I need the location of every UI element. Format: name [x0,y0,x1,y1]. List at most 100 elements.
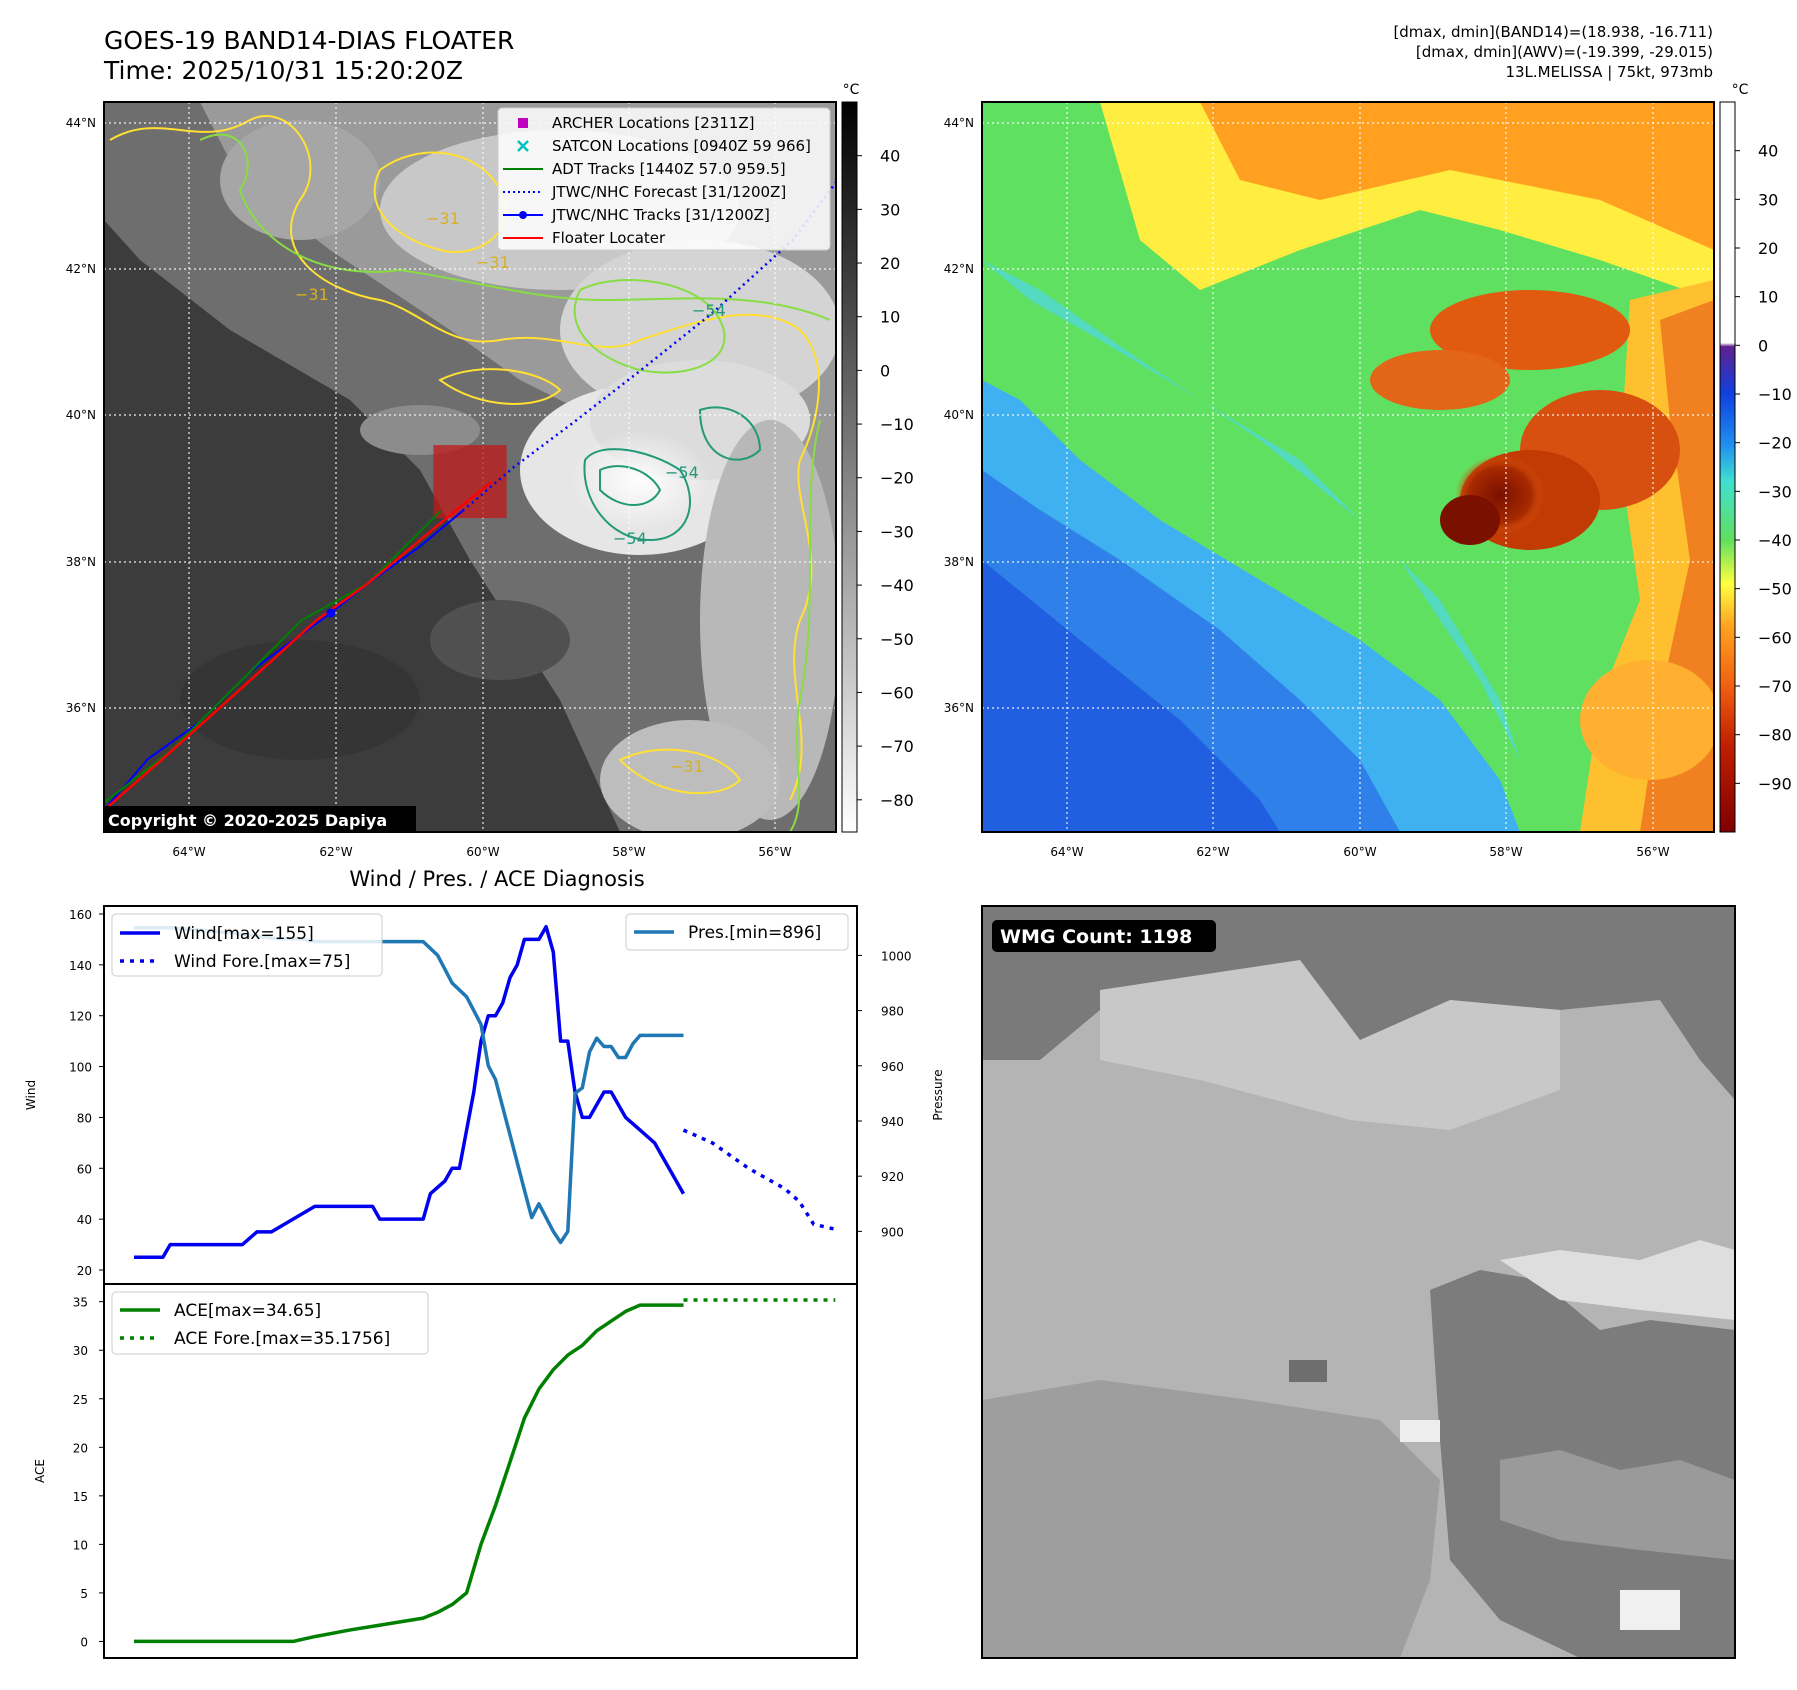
gray-colorbar-bar [841,101,858,833]
ace-tick-label: 35 [73,1296,88,1310]
ace-tick-label: 5 [80,1587,88,1601]
gray-colorbar-tick-label: −40 [880,576,914,595]
awv-map-panel: 44°N 42°N 40°N 38°N 36°N 64°W 62°W 60°W … [944,101,1715,859]
diagnosis-title: Wind / Pres. / ACE Diagnosis [349,867,644,891]
lat-label: 40°N [66,408,96,422]
floater-box [433,445,507,519]
gray-colorbar-tick-label: −60 [880,683,914,702]
gray-colorbar-tick-label: 0 [880,361,890,380]
contour-label: −54 [665,463,699,482]
gray-colorbar-tick-label: −70 [880,737,914,756]
storm-info: 13L.MELISSA | 75kt, 973mb [1505,63,1713,81]
wind-tick-label: 20 [77,1264,92,1278]
wind-legend-box [111,913,383,977]
satcon-marker-icon [517,140,529,152]
title-line-2: Time: 2025/10/31 15:20:20Z [104,56,463,85]
ace-series-line [134,1303,684,1644]
lat-label: 42°N [944,262,974,276]
color-colorbar-tick-label: −60 [1758,628,1792,647]
lon-label: 62°W [319,845,352,859]
contour-label: −31 [426,209,460,228]
legend-box [497,107,831,251]
legend-entry: ADT Tracks [1440Z 57.0 959.5] [503,160,786,178]
awv-stats: [dmax, dmin](AWV)=(-19.399, -29.015) [1415,43,1713,61]
wind-tick-label: 100 [69,1061,92,1075]
gray-colorbar-tick-label: −50 [880,630,914,649]
pressure-legend-box [625,913,849,951]
pressure-axis-label: Pressure [931,1069,945,1120]
copyright-text: Copyright © 2020-2025 Dapiya [108,811,387,830]
ace-axis-label: ACE [33,1459,47,1483]
wind-legend-label: Wind[max=155] [174,924,314,944]
pressure-tick-label: 980 [881,1005,904,1019]
legend-entry: Floater Locater [503,229,666,247]
wind-axis-label: Wind [24,1080,38,1110]
pressure-tick-label: 940 [881,1115,904,1129]
wmg-count-text: WMG Count: 1198 [1000,926,1192,948]
color-colorbar: °C 40 30 20 10 0 −10 −20 −30 −40 −50 −60 −70 −80 −90 [1719,82,1792,833]
gray-colorbar-tick-label: −10 [880,415,914,434]
awv-lat-labels: 44°N 42°N 40°N 38°N 36°N [944,116,974,715]
wmg-frame [981,905,1736,1659]
pressure-tick-label: 920 [881,1170,904,1184]
lat-label: 36°N [66,701,96,715]
track-layer [104,181,836,812]
ir-map-image [104,102,836,832]
color-colorbar-tick-label: −30 [1758,482,1792,501]
band14-stats: [dmax, dmin](BAND14)=(18.938, -16.711) [1393,23,1713,41]
color-colorbar-tick-label: −40 [1758,531,1792,550]
awv-map-frame [981,101,1715,833]
color-colorbar-tick-label: −90 [1758,774,1792,793]
contour-label: −31 [295,285,329,304]
lat-label: 38°N [944,555,974,569]
color-colorbar-tick-label: −20 [1758,434,1792,453]
wmg-count-badge [992,920,1216,952]
awv-gridlines [982,102,1714,832]
pressure-tick-label: 1000 [881,949,912,963]
title-line-1: GOES-19 BAND14-DIAS FLOATER [104,26,515,55]
lat-label: 44°N [66,116,96,130]
lon-label: 64°W [172,845,205,859]
gray-colorbar-tick-label: −30 [880,522,914,541]
wmg-panel: WMG Count: 1198 [981,905,1736,1659]
wind-tick-label: 60 [77,1162,92,1176]
color-colorbar-tick-label: −50 [1758,580,1792,599]
contour-lines [109,115,831,832]
wind-tick-label: 140 [69,959,92,973]
legend-label: Floater Locater [552,229,666,247]
wind-tick-label: 80 [77,1111,92,1125]
lon-label: 56°W [1636,845,1669,859]
lon-label: 56°W [758,845,791,859]
ace-tick-label: 10 [73,1538,88,1552]
color-colorbar-bar [1719,101,1736,833]
stats-header: [dmax, dmin](BAND14)=(18.938, -16.711) [… [1393,22,1713,82]
legend-marker-icon [519,211,527,219]
ace-forecast-legend-label: ACE Fore.[max=35.1756] [174,1329,390,1349]
lon-label: 58°W [1489,845,1522,859]
color-colorbar-tick-label: 0 [1758,336,1768,355]
floater-track-line [104,480,493,812]
gray-colorbar-unit: °C [843,82,860,98]
lat-label: 36°N [944,701,974,715]
color-colorbar-tick-label: −10 [1758,385,1792,404]
ir-contour-labels: −31 −31 −31 −54 −54 −54 −31 [295,209,726,776]
lon-label: 58°W [612,845,645,859]
ace-legend-label: ACE[max=34.65] [174,1301,321,1321]
color-colorbar-tick-label: −70 [1758,677,1792,696]
contour-label: −31 [670,757,704,776]
gray-colorbar-tick-label: 10 [880,308,900,327]
pressure-tick-label: 900 [881,1225,904,1239]
lon-label: 64°W [1050,845,1083,859]
legend-label: JTWC/NHC Forecast [31/1200Z] [551,183,786,201]
wind-tick-label: 40 [77,1213,92,1227]
ir-lon-labels: 64°W 62°W 60°W 58°W 56°W [172,845,791,859]
legend-label: JTWC/NHC Tracks [31/1200Z] [551,206,770,224]
archer-marker-icon [518,118,528,128]
contour-label: −54 [613,529,647,548]
lon-label: 60°W [466,845,499,859]
awv-lon-labels: 64°W 62°W 60°W 58°W 56°W [1050,845,1669,859]
ir-map-panel: −31 −31 −31 −54 −54 −54 −31 Copyright © … [66,101,837,859]
lat-label: 40°N [944,408,974,422]
jtwc-track-marker [326,608,336,618]
